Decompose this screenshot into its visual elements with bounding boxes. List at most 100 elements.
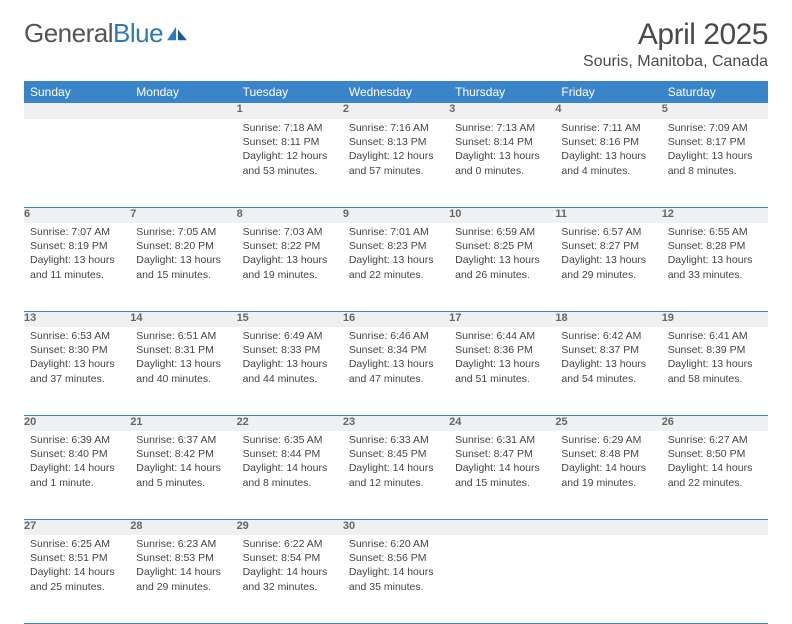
day-number-row: 20212223242526 <box>24 415 768 431</box>
day-cell-body: Sunrise: 6:31 AMSunset: 8:47 PMDaylight:… <box>449 431 555 494</box>
daylight-line: Daylight: 13 hours and 40 minutes. <box>136 357 230 385</box>
daylight-line: Daylight: 13 hours and 11 minutes. <box>30 253 124 281</box>
sunrise-line: Sunrise: 6:27 AM <box>668 433 762 447</box>
daylight-line: Daylight: 14 hours and 32 minutes. <box>243 565 337 593</box>
day-content-row: Sunrise: 7:07 AMSunset: 8:19 PMDaylight:… <box>24 223 768 311</box>
day-number-cell: 13 <box>24 311 130 327</box>
day-cell: Sunrise: 7:03 AMSunset: 8:22 PMDaylight:… <box>237 223 343 311</box>
sunrise-line: Sunrise: 6:35 AM <box>243 433 337 447</box>
sunrise-line: Sunrise: 6:49 AM <box>243 329 337 343</box>
day-cell-body: Sunrise: 7:09 AMSunset: 8:17 PMDaylight:… <box>662 119 768 182</box>
sunrise-line: Sunrise: 6:44 AM <box>455 329 549 343</box>
day-cell-body: Sunrise: 6:49 AMSunset: 8:33 PMDaylight:… <box>237 327 343 390</box>
day-cell: Sunrise: 6:25 AMSunset: 8:51 PMDaylight:… <box>24 535 130 623</box>
day-cell-body: Sunrise: 6:39 AMSunset: 8:40 PMDaylight:… <box>24 431 130 494</box>
day-cell: Sunrise: 6:49 AMSunset: 8:33 PMDaylight:… <box>237 327 343 415</box>
day-cell-body: Sunrise: 7:16 AMSunset: 8:13 PMDaylight:… <box>343 119 449 182</box>
sunset-line: Sunset: 8:39 PM <box>668 343 762 357</box>
sail-icon <box>166 25 188 43</box>
month-title: April 2025 <box>583 18 768 51</box>
day-number-cell: 25 <box>555 415 661 431</box>
day-number-cell: 6 <box>24 207 130 223</box>
day-number-cell: 27 <box>24 519 130 535</box>
day-cell-body: Sunrise: 7:07 AMSunset: 8:19 PMDaylight:… <box>24 223 130 286</box>
day-cell-body: Sunrise: 6:53 AMSunset: 8:30 PMDaylight:… <box>24 327 130 390</box>
sunset-line: Sunset: 8:34 PM <box>349 343 443 357</box>
logo-text-b: Blue <box>113 18 163 49</box>
sunset-line: Sunset: 8:56 PM <box>349 551 443 565</box>
daylight-line: Daylight: 13 hours and 33 minutes. <box>668 253 762 281</box>
daylight-line: Daylight: 14 hours and 1 minute. <box>30 461 124 489</box>
daylight-line: Daylight: 14 hours and 12 minutes. <box>349 461 443 489</box>
daylight-line: Daylight: 13 hours and 44 minutes. <box>243 357 337 385</box>
daylight-line: Daylight: 14 hours and 15 minutes. <box>455 461 549 489</box>
sunrise-line: Sunrise: 7:05 AM <box>136 225 230 239</box>
sunrise-line: Sunrise: 7:07 AM <box>30 225 124 239</box>
day-number-cell: 11 <box>555 207 661 223</box>
daylight-line: Daylight: 14 hours and 29 minutes. <box>136 565 230 593</box>
weekday-header-cell: Monday <box>130 81 236 103</box>
sunset-line: Sunset: 8:23 PM <box>349 239 443 253</box>
day-cell: Sunrise: 6:44 AMSunset: 8:36 PMDaylight:… <box>449 327 555 415</box>
sunrise-line: Sunrise: 6:22 AM <box>243 537 337 551</box>
sunset-line: Sunset: 8:28 PM <box>668 239 762 253</box>
day-number-cell: 24 <box>449 415 555 431</box>
day-cell-body: Sunrise: 6:59 AMSunset: 8:25 PMDaylight:… <box>449 223 555 286</box>
daylight-line: Daylight: 14 hours and 25 minutes. <box>30 565 124 593</box>
sunset-line: Sunset: 8:51 PM <box>30 551 124 565</box>
day-cell-body: Sunrise: 6:20 AMSunset: 8:56 PMDaylight:… <box>343 535 449 598</box>
day-cell: Sunrise: 7:05 AMSunset: 8:20 PMDaylight:… <box>130 223 236 311</box>
sunset-line: Sunset: 8:48 PM <box>561 447 655 461</box>
day-cell: Sunrise: 6:27 AMSunset: 8:50 PMDaylight:… <box>662 431 768 519</box>
day-cell-body: Sunrise: 6:51 AMSunset: 8:31 PMDaylight:… <box>130 327 236 390</box>
calendar-table: SundayMondayTuesdayWednesdayThursdayFrid… <box>24 81 768 624</box>
day-cell-body: Sunrise: 6:35 AMSunset: 8:44 PMDaylight:… <box>237 431 343 494</box>
sunset-line: Sunset: 8:22 PM <box>243 239 337 253</box>
sunset-line: Sunset: 8:16 PM <box>561 135 655 149</box>
sunrise-line: Sunrise: 6:51 AM <box>136 329 230 343</box>
day-number-cell: 19 <box>662 311 768 327</box>
sunrise-line: Sunrise: 7:16 AM <box>349 121 443 135</box>
day-cell: Sunrise: 6:37 AMSunset: 8:42 PMDaylight:… <box>130 431 236 519</box>
day-number-cell: 18 <box>555 311 661 327</box>
sunset-line: Sunset: 8:11 PM <box>243 135 337 149</box>
location-text: Souris, Manitoba, Canada <box>583 53 768 71</box>
logo-text-a: General <box>24 18 113 49</box>
day-cell-body: Sunrise: 7:05 AMSunset: 8:20 PMDaylight:… <box>130 223 236 286</box>
day-cell-body: Sunrise: 7:01 AMSunset: 8:23 PMDaylight:… <box>343 223 449 286</box>
sunset-line: Sunset: 8:44 PM <box>243 447 337 461</box>
sunset-line: Sunset: 8:13 PM <box>349 135 443 149</box>
daylight-line: Daylight: 14 hours and 8 minutes. <box>243 461 337 489</box>
daylight-line: Daylight: 13 hours and 54 minutes. <box>561 357 655 385</box>
day-cell: Sunrise: 6:39 AMSunset: 8:40 PMDaylight:… <box>24 431 130 519</box>
day-cell: Sunrise: 7:13 AMSunset: 8:14 PMDaylight:… <box>449 119 555 207</box>
day-cell: Sunrise: 6:55 AMSunset: 8:28 PMDaylight:… <box>662 223 768 311</box>
day-number-cell <box>24 103 130 119</box>
day-content-row: Sunrise: 6:39 AMSunset: 8:40 PMDaylight:… <box>24 431 768 519</box>
day-cell-body: Sunrise: 7:03 AMSunset: 8:22 PMDaylight:… <box>237 223 343 286</box>
day-cell-body: Sunrise: 6:42 AMSunset: 8:37 PMDaylight:… <box>555 327 661 390</box>
weekday-header-cell: Saturday <box>662 81 768 103</box>
day-cell-body: Sunrise: 6:41 AMSunset: 8:39 PMDaylight:… <box>662 327 768 390</box>
daylight-line: Daylight: 12 hours and 57 minutes. <box>349 149 443 177</box>
day-cell-body: Sunrise: 6:23 AMSunset: 8:53 PMDaylight:… <box>130 535 236 598</box>
sunset-line: Sunset: 8:40 PM <box>30 447 124 461</box>
day-number-cell: 8 <box>237 207 343 223</box>
day-number-cell: 28 <box>130 519 236 535</box>
day-cell: Sunrise: 7:16 AMSunset: 8:13 PMDaylight:… <box>343 119 449 207</box>
sunset-line: Sunset: 8:53 PM <box>136 551 230 565</box>
day-number-cell: 16 <box>343 311 449 327</box>
sunrise-line: Sunrise: 7:03 AM <box>243 225 337 239</box>
day-number-row: 13141516171819 <box>24 311 768 327</box>
sunset-line: Sunset: 8:25 PM <box>455 239 549 253</box>
day-content-row: Sunrise: 6:25 AMSunset: 8:51 PMDaylight:… <box>24 535 768 623</box>
day-number-cell <box>555 519 661 535</box>
day-cell: Sunrise: 6:29 AMSunset: 8:48 PMDaylight:… <box>555 431 661 519</box>
day-cell <box>24 119 130 207</box>
sunset-line: Sunset: 8:42 PM <box>136 447 230 461</box>
daylight-line: Daylight: 13 hours and 51 minutes. <box>455 357 549 385</box>
day-number-cell: 4 <box>555 103 661 119</box>
day-number-cell: 29 <box>237 519 343 535</box>
day-number-cell <box>662 519 768 535</box>
day-cell <box>555 535 661 623</box>
